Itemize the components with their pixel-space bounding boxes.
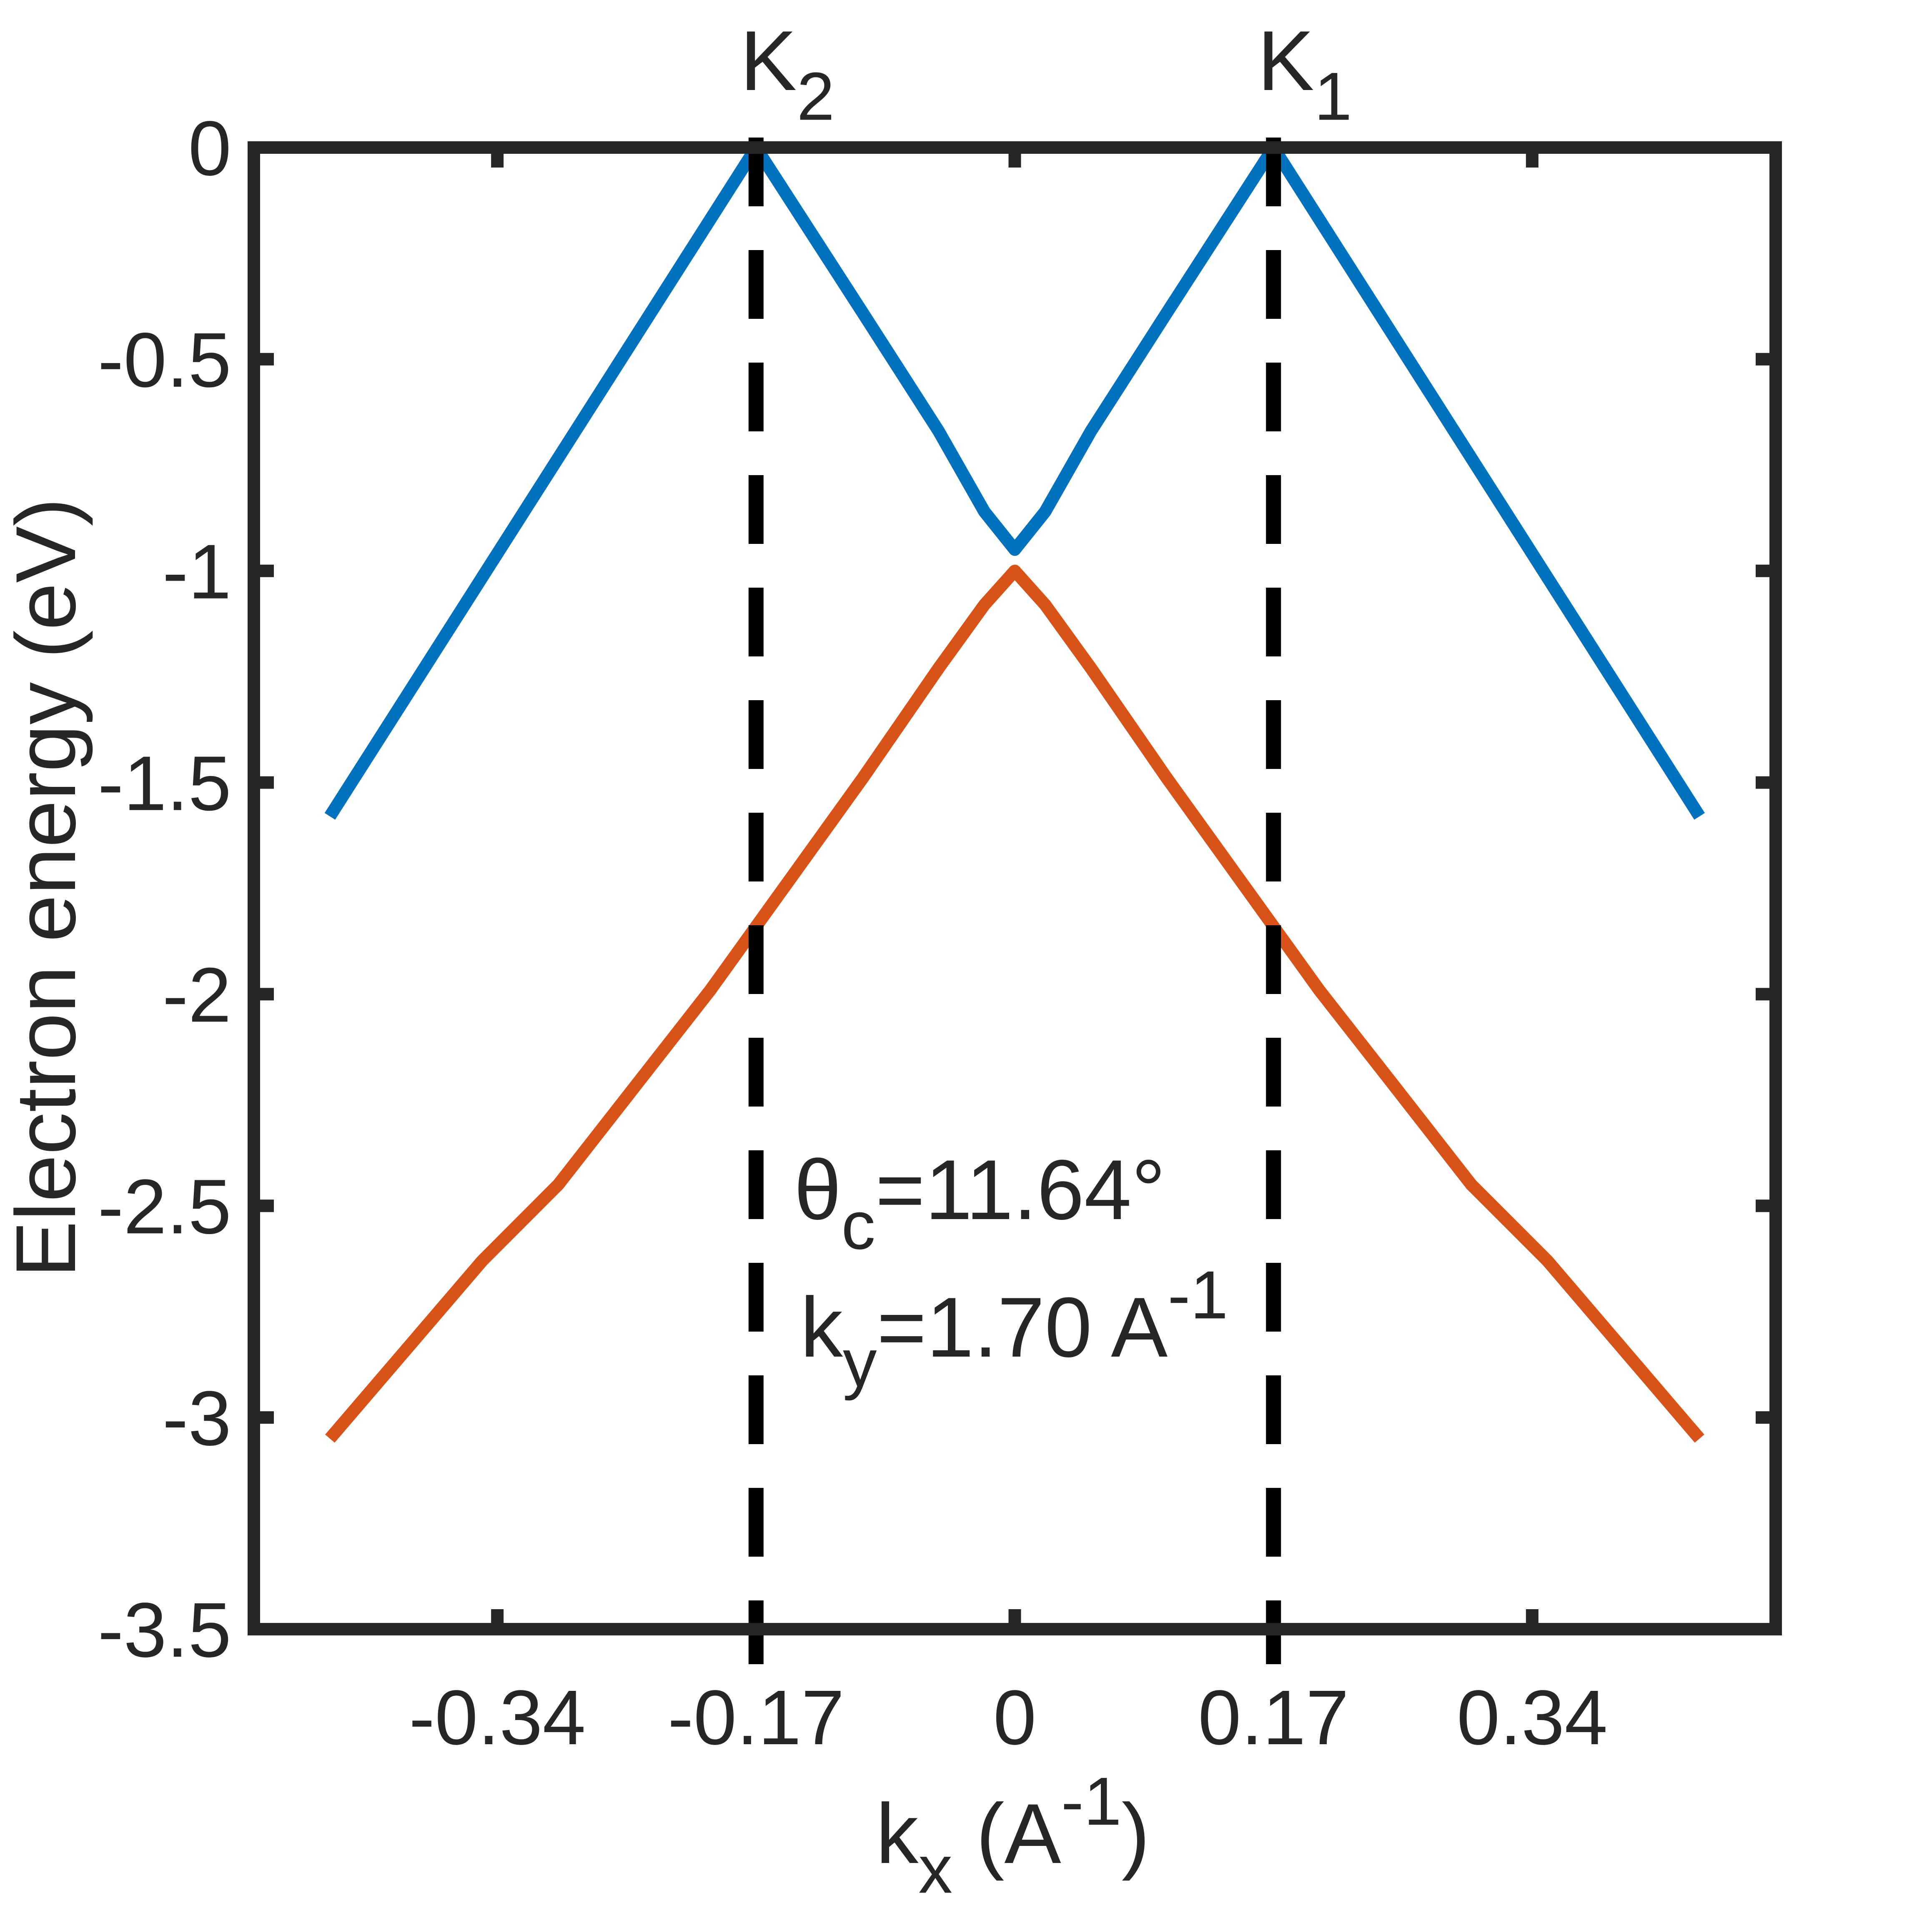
y-tick-label: -0.5 [98, 317, 231, 403]
annotation: ky=1.70 A-1 [800, 1257, 1228, 1401]
x-axis-label-part: ) [1122, 1786, 1150, 1881]
x-axis-label-part: (A [952, 1786, 1061, 1881]
k-point-label: K2 [740, 13, 834, 134]
x-axis-label: kx (A-1) [876, 1763, 1150, 1907]
y-tick-label: -2 [163, 952, 231, 1038]
plot-frame [248, 141, 1782, 1635]
annotation-part: y [843, 1325, 877, 1401]
annotation-part: k [800, 1280, 843, 1375]
y-axis-label: Electron energy (eV) [0, 498, 93, 1278]
y-tick-label: -2.5 [98, 1164, 231, 1250]
x-tick-label: 0.34 [1457, 1675, 1608, 1761]
y-tick-label: 0 [188, 105, 231, 192]
annotation-part: =1.70 A [877, 1280, 1168, 1375]
k-point-label-part: K [1258, 13, 1314, 108]
x-tick-label: -0.17 [668, 1675, 844, 1761]
k-point-label: K1 [1258, 13, 1352, 134]
k-point-label-part: K [740, 13, 797, 108]
k-point-label-part: 2 [797, 58, 834, 134]
y-tick-label: -3.5 [98, 1587, 231, 1673]
y-tick-label: -3 [163, 1375, 231, 1462]
annotation-part: θ [794, 1142, 841, 1237]
x-tick-label: 0 [993, 1675, 1036, 1761]
x-tick-label: 0.17 [1198, 1675, 1349, 1761]
annotation-part: =11.64° [875, 1142, 1165, 1237]
x-axis-label-part: -1 [1061, 1763, 1122, 1839]
k-point-label-part: 1 [1314, 58, 1352, 134]
x-axis-label-part: k [876, 1786, 919, 1881]
y-tick-label: -1.5 [98, 741, 231, 827]
x-tick-label: -0.34 [409, 1675, 586, 1761]
series-line [324, 141, 1705, 820]
x-axis-label-part: x [918, 1831, 952, 1907]
series-line [325, 564, 1704, 1443]
y-tick-label: -1 [163, 529, 231, 615]
annotation-part: -1 [1168, 1257, 1228, 1333]
annotation: θc=11.64° [794, 1142, 1165, 1263]
annotation-part: c [841, 1187, 875, 1263]
